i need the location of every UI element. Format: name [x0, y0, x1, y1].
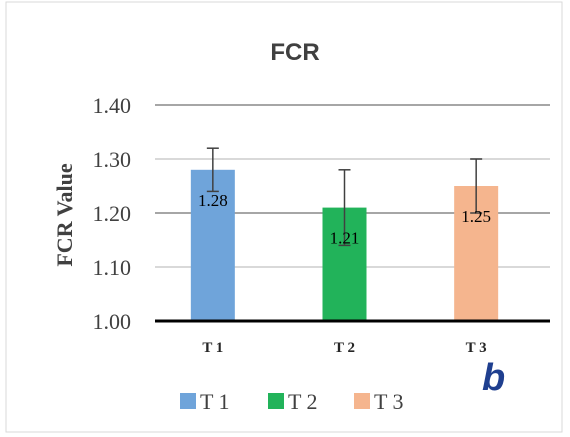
x-tick-label: T 2 — [334, 340, 355, 356]
bar — [190, 169, 235, 321]
y-axis-label: FCR Value — [52, 163, 77, 267]
legend-label: T 2 — [288, 389, 318, 414]
y-tick-label: 1.40 — [93, 93, 132, 118]
y-tick-label: 1.00 — [93, 309, 132, 334]
x-tick-labels: T 1 T 2 T 3 — [202, 340, 486, 356]
panel-label: b — [482, 357, 505, 399]
data-labels: 1.28 1.21 1.25 — [198, 191, 491, 248]
legend-label: T 1 — [200, 389, 230, 414]
x-tick-label: T 3 — [466, 340, 487, 356]
y-tick-labels: 1.00 1.10 1.20 1.30 1.40 — [93, 93, 132, 334]
error-bars — [206, 147, 483, 247]
y-tick-label: 1.20 — [93, 201, 132, 226]
y-tick-label: 1.30 — [93, 147, 132, 172]
legend-swatch — [180, 393, 196, 409]
data-label: 1.28 — [198, 191, 228, 210]
legend: T 1 T 2 T 3 — [180, 389, 404, 414]
data-label: 1.21 — [330, 229, 360, 248]
chart-title: FCR — [270, 39, 319, 66]
legend-label: T 3 — [374, 389, 404, 414]
data-label: 1.25 — [461, 207, 491, 226]
x-tick-label: T 1 — [202, 340, 223, 356]
legend-swatch — [354, 393, 370, 409]
legend-swatch — [268, 393, 284, 409]
y-tick-label: 1.10 — [93, 255, 132, 280]
